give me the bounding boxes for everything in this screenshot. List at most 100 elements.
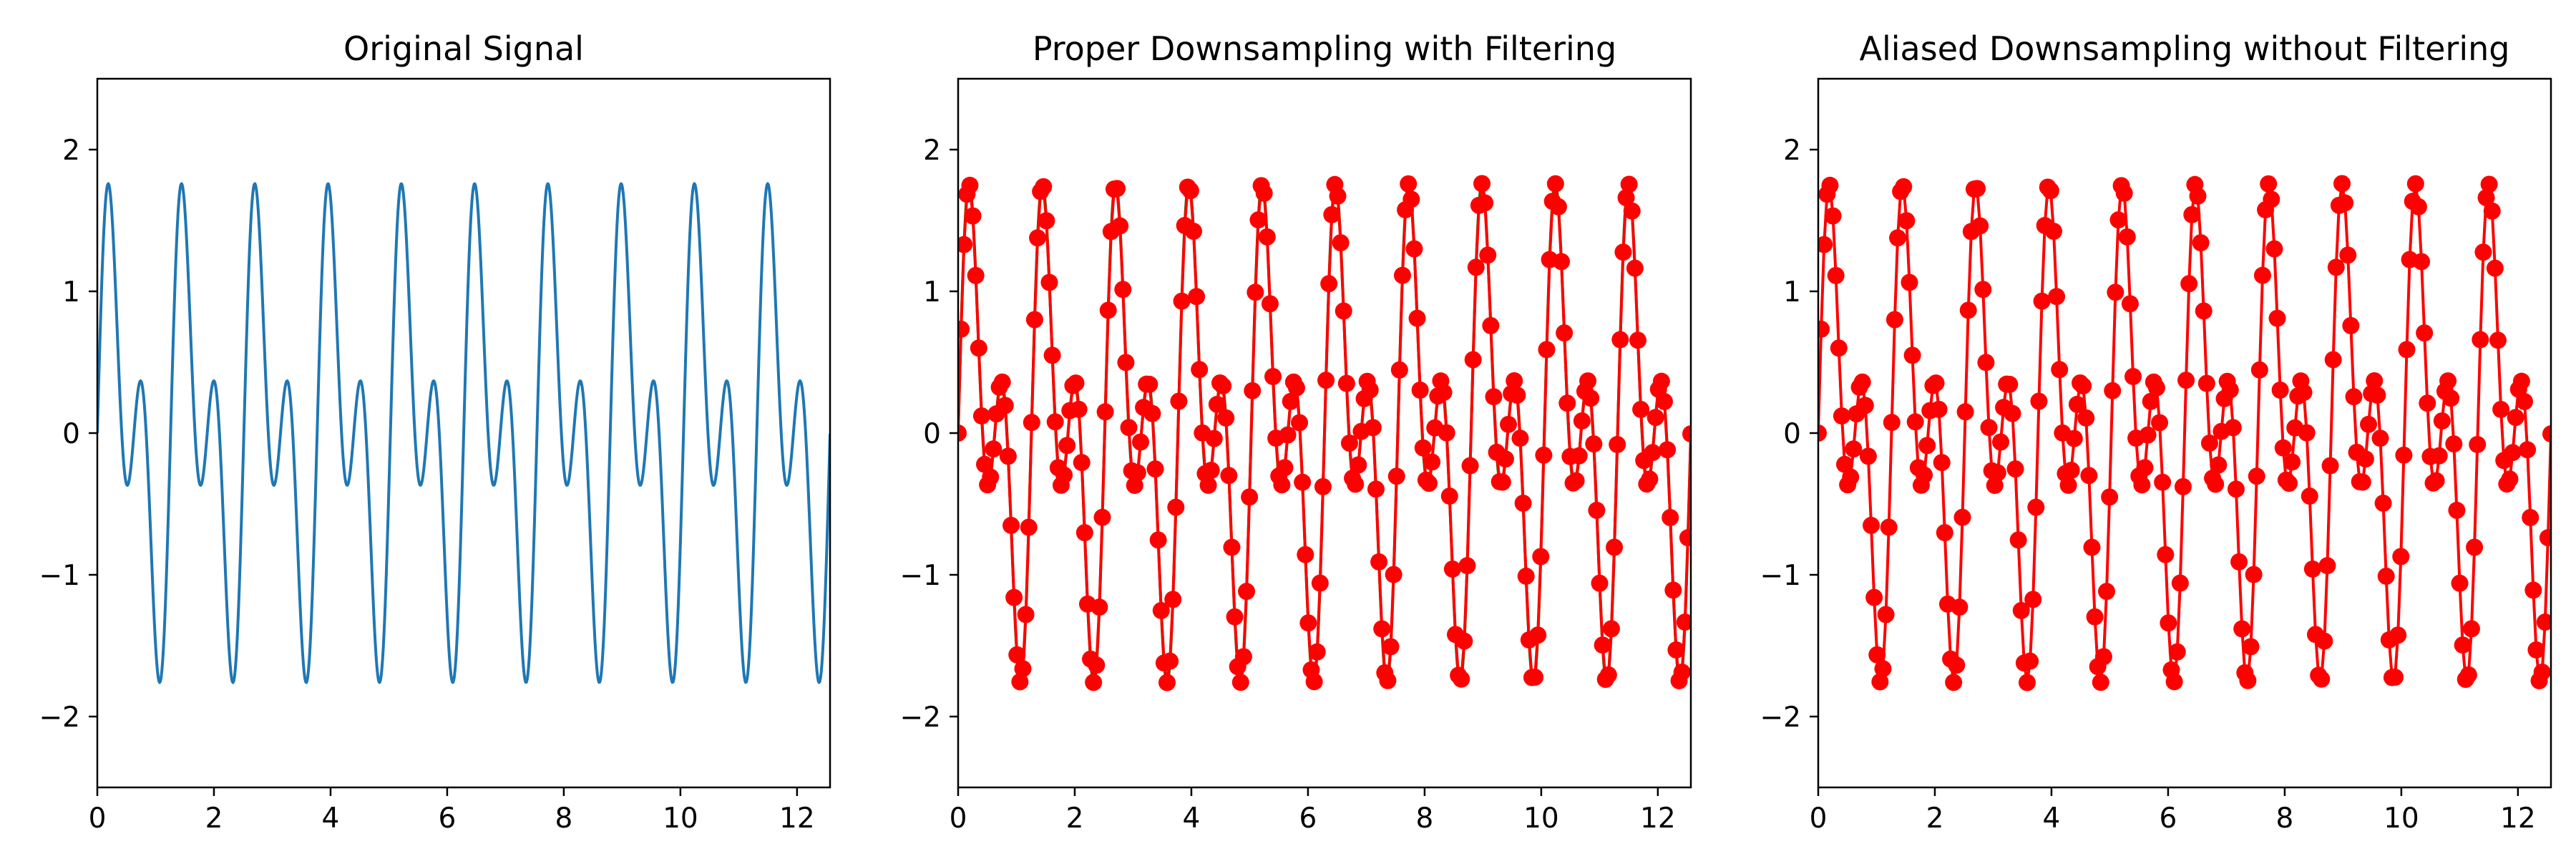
data-point bbox=[2074, 377, 2092, 395]
x-tick-label: 10 bbox=[663, 802, 698, 835]
data-point bbox=[2051, 361, 2069, 379]
data-point bbox=[2221, 381, 2239, 399]
data-point bbox=[2024, 591, 2042, 608]
data-point bbox=[2371, 430, 2389, 447]
data-point bbox=[985, 440, 1002, 458]
data-point bbox=[972, 407, 990, 425]
data-point bbox=[1868, 646, 1886, 664]
data-point bbox=[1980, 419, 1998, 437]
data-point bbox=[2062, 462, 2080, 480]
data-point bbox=[1188, 288, 1206, 306]
data-point bbox=[2080, 467, 2098, 485]
data-point bbox=[1217, 409, 1235, 427]
data-point bbox=[961, 176, 979, 194]
data-point bbox=[2048, 288, 2066, 306]
data-point bbox=[1511, 430, 1529, 447]
data-point bbox=[1332, 234, 1350, 252]
data-point bbox=[2324, 351, 2342, 369]
data-point bbox=[1859, 447, 1877, 465]
data-point bbox=[1818, 236, 1833, 253]
data-point bbox=[2197, 374, 2215, 392]
series-markers-2 bbox=[958, 175, 1691, 691]
data-point bbox=[1453, 670, 1470, 688]
data-point bbox=[2419, 394, 2436, 412]
data-point bbox=[2124, 367, 2142, 385]
data-point bbox=[2313, 670, 2331, 688]
data-point bbox=[2427, 472, 2445, 490]
data-point bbox=[1824, 207, 1842, 225]
data-point bbox=[1673, 663, 1691, 681]
data-point bbox=[1485, 388, 1503, 406]
data-point bbox=[1241, 488, 1259, 506]
data-point bbox=[1058, 437, 1076, 455]
data-point bbox=[1305, 673, 1323, 691]
chart-title: Original Signal bbox=[343, 29, 584, 68]
data-point bbox=[1226, 608, 1244, 626]
subplot-2: Proper Downsampling with Filtering 0 2 4 6 8 1… bbox=[900, 29, 1692, 835]
y-tick-label: 2 bbox=[923, 135, 941, 167]
data-point bbox=[1549, 198, 1567, 215]
data-point bbox=[1317, 372, 1335, 389]
data-point bbox=[1535, 446, 1553, 464]
data-point bbox=[1350, 456, 1367, 474]
data-point bbox=[1011, 673, 1029, 691]
series-line-1 bbox=[97, 182, 830, 684]
data-point bbox=[1264, 367, 1282, 385]
data-point bbox=[1845, 440, 1863, 458]
data-point bbox=[1258, 228, 1276, 246]
data-point bbox=[1558, 394, 1576, 412]
data-point bbox=[1594, 636, 1611, 654]
data-point bbox=[1173, 292, 1191, 310]
data-point bbox=[1075, 524, 1093, 542]
data-point bbox=[2333, 175, 2351, 193]
data-point bbox=[1002, 516, 1020, 534]
data-point bbox=[1294, 473, 1312, 491]
data-point bbox=[1291, 414, 1309, 432]
plot-area bbox=[958, 175, 1691, 691]
data-point bbox=[1111, 217, 1129, 235]
data-point bbox=[1273, 476, 1291, 494]
data-point bbox=[1930, 400, 1948, 418]
data-point bbox=[1652, 372, 1670, 390]
data-point bbox=[2489, 331, 2507, 349]
data-point bbox=[1311, 574, 1329, 592]
data-point bbox=[2033, 292, 2051, 310]
data-point bbox=[1025, 311, 1043, 329]
data-point bbox=[1655, 392, 1673, 410]
data-point bbox=[1161, 652, 1179, 670]
data-point bbox=[1553, 253, 1571, 271]
data-point bbox=[1895, 178, 1913, 195]
data-point bbox=[1679, 529, 1691, 547]
data-point bbox=[1626, 259, 1644, 277]
y-tick-label: 1 bbox=[62, 276, 80, 309]
data-point bbox=[2533, 663, 2551, 681]
data-point bbox=[1308, 643, 1326, 661]
data-point bbox=[1871, 673, 1889, 691]
data-point bbox=[1461, 457, 1479, 475]
data-point bbox=[2316, 632, 2333, 650]
x-tick-label: 0 bbox=[89, 802, 107, 835]
data-point bbox=[1202, 462, 1220, 480]
data-point bbox=[967, 266, 985, 284]
data-point bbox=[1830, 339, 1848, 357]
data-point bbox=[2392, 548, 2410, 566]
data-point bbox=[2445, 435, 2463, 453]
data-point bbox=[1231, 674, 1249, 691]
y-tick-label: −1 bbox=[1760, 560, 1802, 592]
data-point bbox=[1402, 190, 1420, 208]
data-point bbox=[1191, 361, 1209, 379]
data-point bbox=[1149, 531, 1167, 549]
y-tick-label: 0 bbox=[1783, 418, 1801, 450]
data-point bbox=[1959, 301, 1977, 319]
data-point bbox=[2536, 613, 2551, 631]
data-point bbox=[2094, 648, 2112, 666]
data-point bbox=[1953, 508, 1971, 526]
data-point bbox=[2298, 424, 2316, 442]
data-point bbox=[2283, 453, 2301, 471]
data-point bbox=[1143, 404, 1161, 422]
data-point bbox=[2142, 392, 2160, 410]
data-point bbox=[964, 207, 982, 225]
data-point bbox=[2430, 447, 2448, 465]
data-point bbox=[1526, 669, 1544, 686]
data-point bbox=[1096, 403, 1114, 421]
